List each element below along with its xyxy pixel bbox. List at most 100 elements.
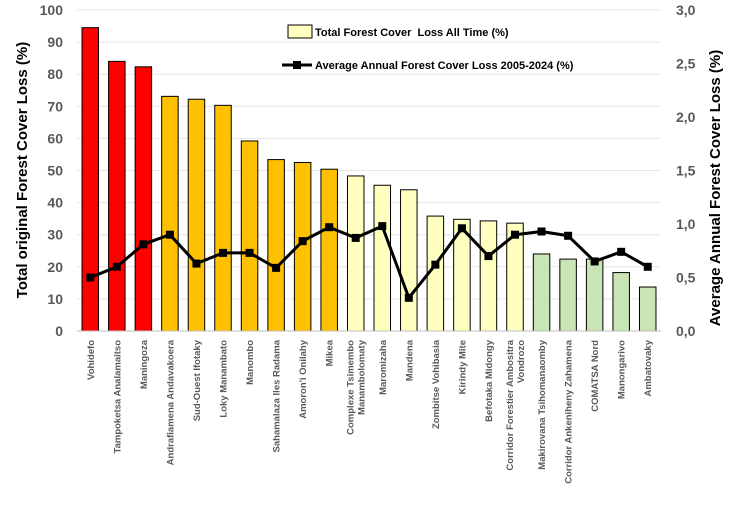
line-point [219, 248, 227, 257]
category-label: Zombitse Vohibasia [431, 339, 442, 429]
bar [612, 272, 630, 332]
left-tick-label: 70 [47, 98, 63, 114]
category-label: Andrafiamena Andavakoera [165, 339, 176, 465]
left-tick-label: 10 [47, 291, 63, 307]
category-label: Maningoza [139, 339, 150, 389]
category-label-line: Andrafiamena Andavakoera [165, 339, 176, 465]
category-label-line: Manombo [245, 340, 256, 385]
line-point [298, 237, 307, 246]
category-label: Makirovana Tsihomanaomby [537, 339, 548, 469]
right-tick-label: 2,5 [676, 56, 696, 72]
category-label-line: Manongarivo [617, 340, 628, 399]
category-label-line: Kirindy Mite [457, 340, 468, 394]
bar [479, 220, 498, 332]
left-tick-label: 40 [47, 195, 63, 211]
line-point [351, 233, 360, 242]
bar [373, 184, 392, 332]
category-label-line: Befotaka Midongy [484, 339, 495, 422]
category-label-line: Maningoza [139, 339, 150, 389]
legend-swatch-bar [287, 24, 313, 39]
line-point [617, 247, 626, 256]
line-point [643, 262, 652, 271]
category-label: Corridor Forestier Ambositra Vondrozo [505, 339, 527, 470]
left-axis-title: Total original Forest Cover Loss (%) [14, 42, 31, 298]
series-line [89, 224, 649, 300]
line-point [511, 230, 519, 239]
category-label: Mikea [325, 339, 336, 366]
right-tick-label: 0,0 [676, 323, 696, 339]
left-axis-ticks: 0 10 20 30 40 50 60 70 80 90 100 [40, 2, 64, 339]
left-tick-label: 30 [47, 227, 63, 243]
category-label-line: Complexe Tsimembo [346, 340, 357, 435]
category-label-line: Vondrozo [516, 340, 527, 383]
line-point [404, 293, 413, 302]
bar [108, 60, 126, 332]
category-label: Ambatovaky [643, 339, 654, 396]
category-label: Loky Manambato [219, 340, 230, 418]
left-tick-label: 60 [47, 130, 63, 146]
category-label: Corridor Ankeniheny Zahamena [564, 339, 575, 483]
line-point [325, 223, 334, 232]
category-label: Manongarivo [617, 340, 628, 399]
bar-series [81, 27, 657, 332]
category-label: COMATSA Nord [590, 340, 601, 412]
category-label: Maromizaha [378, 339, 389, 395]
right-tick-label: 0,5 [676, 270, 696, 286]
category-label: Manombo [245, 340, 256, 385]
category-label-line: Amoron'i Onilahy [298, 339, 309, 419]
category-label-line: Manambolomaty [357, 339, 368, 415]
category-label-line: Tampoketsa Analamaitso [112, 340, 123, 454]
line-point [245, 248, 254, 257]
category-label-line: Mikea [325, 339, 336, 366]
line-point [484, 252, 493, 261]
bar [585, 258, 604, 332]
category-label-line: Zombitse Vohibasia [431, 339, 442, 429]
line-point [537, 227, 546, 236]
legend: Total Forest Cover Loss All Time (%) Ave… [282, 24, 574, 72]
right-axis-title: Average Annual Forest Cover Loss (%) [707, 50, 724, 326]
category-label: Tampoketsa Analamaitso [112, 340, 123, 454]
bar [240, 140, 259, 332]
category-label: Mandena [404, 339, 415, 381]
bar [81, 27, 100, 332]
right-tick-label: 3,0 [676, 2, 696, 18]
legend-label-line: Average Annual Forest Cover Loss 2005-20… [315, 60, 574, 72]
category-label-line: Makirovana Tsihomanaomby [537, 339, 548, 469]
category-label-line: Maromizaha [378, 339, 389, 395]
category-label-line: Corridor Forestier Ambositra [505, 339, 516, 470]
left-tick-label: 0 [55, 323, 63, 339]
line-point [590, 257, 599, 266]
category-label: Kirindy Mite [457, 340, 468, 394]
left-tick-label: 80 [47, 66, 63, 82]
bar [346, 175, 365, 332]
category-label-line: Mandena [404, 339, 415, 381]
bar [134, 66, 153, 332]
line-point [192, 259, 201, 268]
bar [638, 286, 657, 332]
bar [187, 98, 206, 332]
category-label-line: Vohidefo [86, 340, 97, 380]
left-tick-label: 20 [47, 259, 63, 275]
bar [320, 168, 338, 332]
right-tick-label: 1,5 [676, 163, 696, 179]
category-label-line: COMATSA Nord [590, 340, 601, 412]
line-point [139, 240, 148, 249]
category-label: Complexe Tsimembo Manambolomaty [346, 339, 368, 435]
line-point [564, 231, 573, 240]
bar [161, 95, 179, 332]
category-label: Befotaka Midongy [484, 339, 495, 422]
left-tick-label: 100 [40, 2, 64, 18]
category-label-line: Ambatovaky [643, 339, 654, 396]
category-label: Sud-Ouest Ifotaky [192, 339, 203, 421]
bar [559, 258, 577, 332]
bar [532, 253, 551, 332]
category-label: Vohidefo [86, 340, 97, 380]
bar [400, 189, 418, 332]
line-point [112, 262, 121, 271]
category-label-line: Sud-Ouest Ifotaky [192, 339, 203, 421]
line-point [165, 230, 174, 239]
category-label-line: Sahamalaza Iles Radama [272, 339, 283, 452]
line-point [431, 260, 440, 269]
line-point [378, 222, 387, 231]
